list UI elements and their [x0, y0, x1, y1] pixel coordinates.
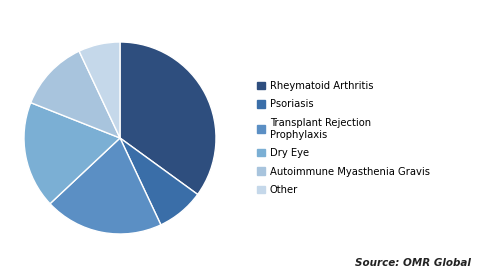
Text: Source: OMR Global: Source: OMR Global [355, 258, 470, 268]
Wedge shape [24, 103, 120, 204]
Wedge shape [120, 138, 198, 225]
Legend: Rheymatoid Arthritis, Psoriasis, Transplant Rejection
Prophylaxis, Dry Eye, Auto: Rheymatoid Arthritis, Psoriasis, Transpl… [257, 81, 430, 195]
Wedge shape [120, 42, 216, 194]
Wedge shape [31, 51, 120, 138]
Wedge shape [79, 42, 120, 138]
Wedge shape [50, 138, 161, 234]
